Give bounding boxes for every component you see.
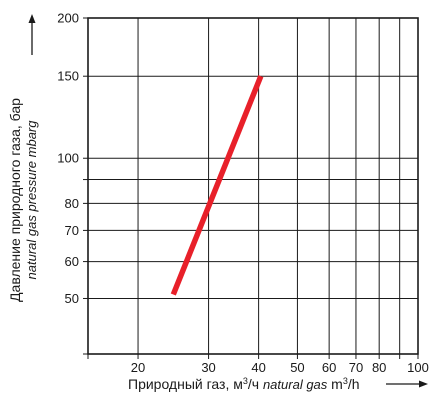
y-tick-label: 100 <box>57 151 79 166</box>
x-tick-label: 20 <box>131 360 145 375</box>
series-line <box>170 75 264 296</box>
y-tick-label: 150 <box>57 69 79 84</box>
series-layer <box>170 75 264 296</box>
x-axis-arrow <box>386 380 428 388</box>
x-tick-label: 40 <box>251 360 265 375</box>
y-tick-label: 200 <box>57 11 79 26</box>
y-tick-labels: 50 60 70 80 100 150 200 <box>57 11 79 306</box>
x-tick-label: 100 <box>407 360 429 375</box>
y-tick-label: 60 <box>65 254 79 269</box>
x-tick-marks <box>87 354 419 359</box>
y-gridlines <box>88 75 418 299</box>
y-axis-arrow <box>28 14 36 55</box>
x-axis-title: Природный газ, м3/ч natural gas m3/h <box>128 376 360 392</box>
y-tick-label: 70 <box>65 223 79 238</box>
y-axis-title: Давление природного газа, бар <box>7 98 23 302</box>
x-tick-label: 80 <box>372 360 386 375</box>
x-tick-label: 70 <box>349 360 363 375</box>
x-gridlines <box>137 18 401 354</box>
y-tick-marks <box>83 17 88 355</box>
y-tick-label: 50 <box>65 291 79 306</box>
y-tick-label: 80 <box>65 196 79 211</box>
y-axis-title-main: Давление природного газа, бар <box>7 98 23 302</box>
x-tick-labels: 20 30 40 50 60 70 80 100 <box>131 360 429 375</box>
x-tick-label: 50 <box>290 360 304 375</box>
x-tick-label: 30 <box>201 360 215 375</box>
y-axis-subtitle: natural gas pressure mbarg <box>24 120 39 280</box>
x-tick-label: 60 <box>322 360 336 375</box>
plot-frame <box>87 17 419 355</box>
y-axis-title-italic: natural gas pressure mbarg <box>24 120 39 280</box>
